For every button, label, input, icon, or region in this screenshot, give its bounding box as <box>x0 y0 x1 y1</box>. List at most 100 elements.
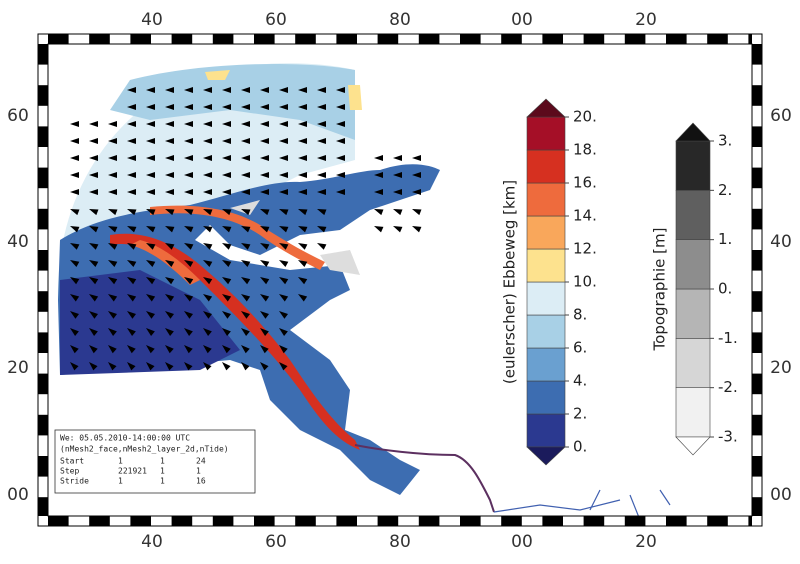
flow-arrow <box>127 226 137 233</box>
flow-arrow <box>336 121 345 127</box>
flow-arrow <box>260 87 269 93</box>
longitude-label: 20 <box>635 10 657 30</box>
flow-arrow <box>127 104 136 110</box>
flow-arrow <box>165 328 174 337</box>
flow-arrow <box>260 311 270 319</box>
flow-arrow <box>184 311 194 319</box>
flow-arrow <box>146 345 155 354</box>
flow-arrow <box>222 87 231 93</box>
flow-arrow <box>374 209 384 216</box>
flow-arrow <box>336 138 345 144</box>
flow-arrow <box>70 311 80 319</box>
flow-arrow <box>222 362 231 371</box>
longitude-label: 40 <box>141 10 163 30</box>
flow-arrow <box>165 138 174 144</box>
colorbar-band <box>526 281 566 316</box>
flow-arrow <box>260 138 269 144</box>
flow-arrow <box>298 87 307 93</box>
frame-tick <box>295 34 316 44</box>
flow-arrow <box>279 87 288 93</box>
info-cell: Stride <box>60 477 89 486</box>
frame-tick <box>707 516 728 526</box>
flow-arrow <box>279 189 288 195</box>
flow-arrow <box>298 226 308 233</box>
flow-arrow <box>317 104 326 110</box>
flow-arrow <box>108 294 118 302</box>
info-box: We: 05.05.2010-14:00:00 UTC (nMesh2_face… <box>54 429 256 494</box>
flow-arrow <box>165 189 174 195</box>
flow-arrow <box>127 294 137 302</box>
flow-arrow <box>260 277 270 285</box>
flow-arrow <box>336 155 345 161</box>
flow-arrows <box>70 87 422 371</box>
colorbar-tick-label: 3. <box>718 132 732 150</box>
flow-arrow <box>89 260 99 267</box>
latitude-label: 40 <box>7 232 29 252</box>
flow-arrow <box>89 362 98 371</box>
flow-arrow <box>393 226 403 233</box>
flow-arrow <box>165 172 174 178</box>
flow-arrow <box>336 172 345 178</box>
flow-arrow <box>317 209 327 216</box>
flow-arrow <box>336 87 345 93</box>
frame-tick <box>254 516 275 526</box>
flow-arrow <box>203 121 212 127</box>
flow-arrow <box>279 243 289 250</box>
flow-arrow <box>127 172 136 178</box>
frame-tick <box>171 516 193 526</box>
flow-arrow <box>279 104 288 110</box>
longitude-label: 80 <box>389 532 411 552</box>
flow-arrow <box>241 243 251 250</box>
frame-tick <box>89 516 110 526</box>
flow-arrow <box>108 209 118 216</box>
flow-arrow <box>108 138 117 144</box>
frame-tick <box>38 497 48 516</box>
info-cell: 1 <box>160 467 165 476</box>
flow-arrow <box>165 260 175 267</box>
flow-arrow <box>146 226 156 233</box>
flow-arrow <box>393 155 402 161</box>
flow-arrow <box>298 121 307 127</box>
flow-arrow <box>127 362 136 371</box>
flow-arrow <box>127 189 136 195</box>
frame-tick <box>38 456 48 477</box>
colorbar-tick-label: 14. <box>573 207 597 225</box>
colorbar-band <box>526 149 566 184</box>
frame-tick <box>48 516 69 526</box>
colorbar-label: Topographie [m] <box>651 228 669 352</box>
latitude-label: 00 <box>7 485 29 505</box>
flow-arrow <box>184 226 194 233</box>
colorbar-tick-label: 12. <box>573 240 597 258</box>
flow-arrow <box>222 277 232 285</box>
longitude-label: 00 <box>511 532 533 552</box>
frame-tick <box>583 516 605 526</box>
flow-arrow <box>70 121 79 127</box>
flow-arrow <box>222 311 232 319</box>
colorbar-over <box>675 122 711 142</box>
latitude-label: 00 <box>770 485 792 505</box>
flow-arrow <box>108 121 117 127</box>
flow-arrow <box>127 121 136 127</box>
flow-arrow <box>222 243 232 250</box>
flow-arrow <box>184 294 194 302</box>
frame-inner <box>47 43 753 517</box>
flow-arrow <box>222 104 231 110</box>
frame-tick <box>752 208 762 230</box>
flow-arrow <box>108 277 118 285</box>
river <box>354 444 495 513</box>
colorbar-tick-label: 20. <box>573 108 597 126</box>
flow-arrow <box>260 189 269 195</box>
frame-tick <box>89 34 110 44</box>
frame-tick <box>748 516 752 526</box>
channel <box>110 233 360 450</box>
info-cell: 1 <box>196 467 201 476</box>
flow-arrow <box>203 277 213 285</box>
frame-tick <box>752 85 762 106</box>
frame-tick <box>38 44 48 65</box>
flow-arrow <box>260 209 270 216</box>
flow-arrow <box>184 345 193 354</box>
flow-arrow <box>165 277 175 285</box>
flow-arrow <box>260 345 269 354</box>
flow-arrow <box>165 345 174 354</box>
sea-area-deep <box>110 64 355 140</box>
